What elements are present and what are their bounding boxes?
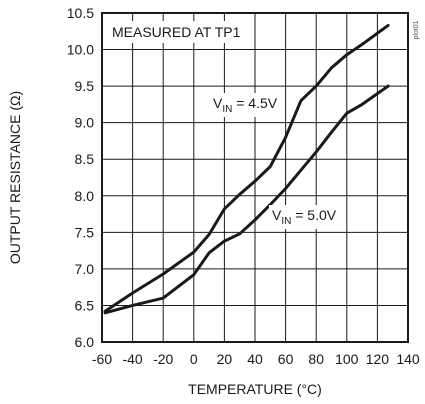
x-axis-title: TEMPERATURE (°C) <box>188 381 322 397</box>
series-lines <box>103 23 390 315</box>
y-axis-title: OUTPUT RESISTANCE (Ω) <box>7 91 23 264</box>
x-tick-labels: -60 -40 -20 0 20 40 60 80 100 120 140 <box>92 351 420 367</box>
x-tick-label: -40 <box>122 351 142 367</box>
series-label-subscript: IN <box>222 104 232 115</box>
y-tick-label: 9.5 <box>75 78 95 94</box>
series-line-1 <box>103 23 390 313</box>
grid <box>102 13 408 342</box>
annotation-background <box>106 21 247 43</box>
y-tick-label: 7.0 <box>75 261 95 277</box>
plot-frame <box>101 12 409 343</box>
x-tick-label: -20 <box>153 351 173 367</box>
series-label-vin-4-5: VIN = 4.5V <box>213 95 278 115</box>
series-label-vin-5-0: VIN = 5.0V <box>272 207 337 227</box>
x-tick-label: 40 <box>247 351 263 367</box>
x-tick-label: -60 <box>92 351 112 367</box>
x-tick-label: 140 <box>396 351 420 367</box>
x-tick-label: 100 <box>335 351 359 367</box>
series-label-background <box>210 93 281 117</box>
series-line-2 <box>103 84 390 315</box>
x-tick-label: 80 <box>308 351 324 367</box>
y-tick-label: 9.0 <box>75 115 95 131</box>
y-tick-label: 7.5 <box>75 224 95 240</box>
y-tick-labels: 6.0 6.5 7.0 7.5 8.0 8.5 9.0 9.5 10.0 10.5 <box>67 5 94 350</box>
y-tick-label: 10.0 <box>67 42 94 58</box>
x-tick-label: 60 <box>278 351 294 367</box>
x-tick-label: 20 <box>217 351 233 367</box>
x-tick-label: 0 <box>190 351 198 367</box>
series-label-value: = 4.5V <box>232 95 277 111</box>
series-label-subscript: IN <box>281 216 291 227</box>
y-tick-label: 10.5 <box>67 5 94 21</box>
y-tick-label: 8.0 <box>75 188 95 204</box>
y-tick-label: 6.5 <box>75 297 95 313</box>
x-tick-label: 120 <box>366 351 390 367</box>
series-label-value: = 5.0V <box>291 207 336 223</box>
y-tick-label: 6.0 <box>75 334 95 350</box>
y-tick-label: 8.5 <box>75 151 95 167</box>
annotation-measured: MEASURED AT TP1 <box>112 24 241 40</box>
series-label-background <box>269 205 340 229</box>
series-label-v: V <box>213 95 223 111</box>
series-label-v: V <box>272 207 282 223</box>
figure-id: plot01 <box>413 20 420 39</box>
